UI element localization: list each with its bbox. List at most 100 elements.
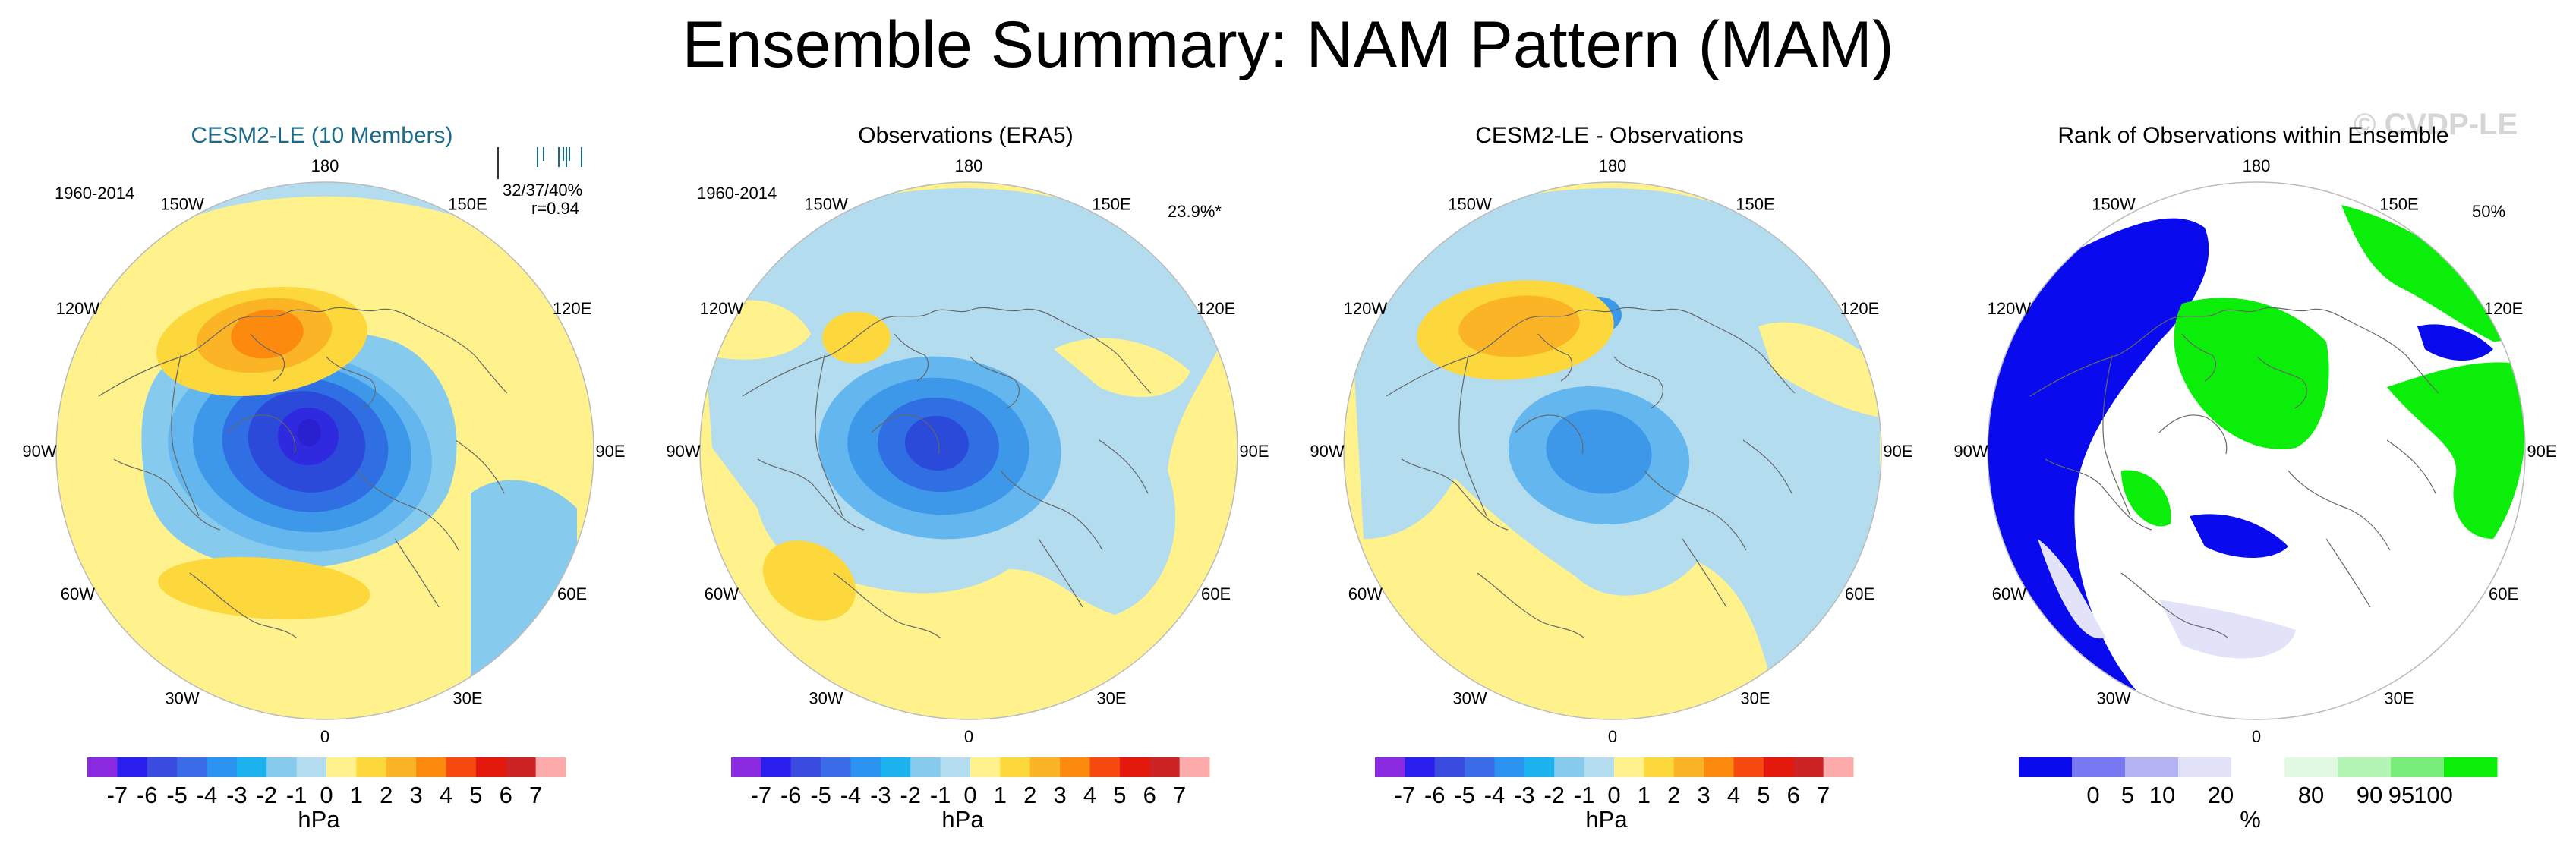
colorbar-swatch: [910, 757, 941, 777]
lon-label-150w: 150W: [160, 194, 204, 213]
lon-label-60w: 60W: [1992, 584, 2026, 603]
colorbar-unit-label: %: [2240, 806, 2261, 833]
colorbar-swatch: [1554, 757, 1585, 777]
lon-label-30w: 30W: [1452, 689, 1487, 708]
colorbar-tick-label: 10: [2149, 782, 2175, 808]
colorbar-tick-label: 0: [1607, 782, 1620, 808]
colorbar-tick-label: -6: [137, 782, 158, 808]
lon-label-120e: 120E: [1197, 299, 1235, 318]
colorbar-swatch: [446, 757, 477, 777]
panel-observations: Observations (ERA5) 180 150E 120E 90E 60E 30E…: [644, 114, 1288, 847]
colorbar-tick-label: 7: [1817, 782, 1830, 808]
lon-label-30e: 30E: [2384, 689, 2414, 708]
colorbar-swatch: [416, 757, 446, 777]
colorbar-tick-label: 5: [1757, 782, 1770, 808]
colorbar-tick-label: 90: [2357, 782, 2382, 808]
colorbar-swatch: [1733, 757, 1764, 777]
contour-minus7: [297, 419, 321, 446]
colorbar-tick-label: -1: [286, 782, 307, 808]
colorbar-tick-label: -1: [930, 782, 951, 808]
colorbar-unit-label: hPa: [941, 806, 984, 833]
colorbar-tick-label: 0: [320, 782, 333, 808]
colorbar-tick-label: -4: [1484, 782, 1506, 808]
rank-blue-east: [2417, 324, 2493, 361]
colorbar-swatch: [850, 757, 881, 777]
colorbar-tick-label: 4: [440, 782, 452, 808]
colorbar-tick-label: 3: [1698, 782, 1711, 808]
polar-map: 180 150E 120E 90E 60E 30E 0 30W 60W 90W 120W 150W -7…: [1310, 156, 1912, 833]
lon-label-150e: 150E: [2379, 194, 2418, 213]
colorbar-tick-label: -5: [810, 782, 831, 808]
lon-label-120e: 120E: [553, 299, 591, 318]
lon-label-60e: 60E: [1201, 584, 1231, 603]
lon-label-60w: 60W: [61, 584, 95, 603]
colorbar-swatch: [1524, 757, 1555, 777]
colorbar-swatch: [2072, 757, 2126, 777]
colorbar-swatch: [2231, 757, 2285, 777]
lon-label-150w: 150W: [804, 194, 848, 213]
colorbar-tick-label: 4: [1727, 782, 1740, 808]
colorbar-swatch: [506, 757, 537, 777]
colorbar-tick-label: 7: [1173, 782, 1186, 808]
lon-label-0: 0: [320, 727, 329, 746]
lon-label-60e: 60E: [557, 584, 587, 603]
colorbar-tick-label: -3: [870, 782, 891, 808]
colorbar-swatch: [1089, 757, 1121, 777]
lon-label-30w: 30W: [809, 689, 843, 708]
colorbar-tick-label: -4: [840, 782, 862, 808]
map-border: [1343, 181, 1882, 720]
colorbar-swatch: [1614, 757, 1644, 777]
colorbar-swatch: [1494, 757, 1525, 777]
colorbar-swatch: [1584, 757, 1615, 777]
lon-label-60e: 60E: [1845, 584, 1874, 603]
colorbar-tick-label: 2: [1023, 782, 1036, 808]
coastlines: [742, 307, 1152, 638]
lon-label-30e: 30E: [452, 689, 482, 708]
colorbar-swatch: [1644, 757, 1675, 777]
colorbar-tick-label: 5: [2121, 782, 2134, 808]
colorbar-swatch: [1149, 757, 1181, 777]
colorbar-swatch: [1119, 757, 1150, 777]
colorbar-swatch: [266, 757, 298, 777]
lon-label-0: 0: [964, 727, 973, 746]
colorbar-swatch: [2178, 757, 2232, 777]
colorbar-tick-label: 6: [1143, 782, 1156, 808]
polar-map: 180 150E 120E 90E 60E 30E 0 30W 60W 90W 120W 150W -7…: [666, 156, 1269, 833]
lon-label-90e: 90E: [595, 442, 625, 461]
lon-label-180: 180: [2243, 156, 2271, 175]
colorbar-tick-label: -2: [1543, 782, 1565, 808]
colorbar-tick-label: -5: [1454, 782, 1475, 808]
map-border: [55, 181, 594, 720]
lon-label-90w: 90W: [1310, 442, 1344, 461]
panel-difference: CESM2-LE - Observations 180 150E 120E 90E 60…: [1288, 114, 1931, 847]
page-title: Ensemble Summary: NAM Pattern (MAM): [682, 8, 1894, 81]
lon-label-120e: 120E: [1840, 299, 1879, 318]
colorbar-tick-label: 0: [2086, 782, 2099, 808]
colorbar-swatch: [1179, 757, 1210, 777]
lon-label-90e: 90E: [1883, 442, 1912, 461]
panel-title: Observations (ERA5): [858, 123, 1074, 148]
lon-label-150e: 150E: [1736, 194, 1774, 213]
colorbar-swatch: [880, 757, 911, 777]
lon-label-90e: 90E: [1239, 442, 1269, 461]
rank-lavender-south: [2159, 600, 2296, 659]
colorbar-swatch: [535, 757, 566, 777]
map-field: [1344, 182, 1881, 719]
colorbar-tick-label: -5: [166, 782, 188, 808]
lon-label-0: 0: [2252, 727, 2261, 746]
lon-label-180: 180: [311, 156, 339, 175]
rank-green-sw: [2121, 470, 2171, 527]
colorbar-swatch: [821, 757, 851, 777]
coastlines: [2029, 307, 2439, 638]
colorbar-tick-label: -7: [1395, 782, 1416, 808]
colorbar-tick-label: -6: [780, 782, 802, 808]
colorbar-tick-label: -4: [197, 782, 218, 808]
rank-blue-south: [2190, 514, 2288, 558]
contour-minus3: [1546, 409, 1652, 494]
colorbar-swatch: [1060, 757, 1090, 777]
colorbar-swatch: [1793, 757, 1824, 777]
colorbar-tick-label: 1: [994, 782, 1007, 808]
colorbar-swatch: [1405, 757, 1436, 777]
yellow-east: [1758, 322, 1880, 417]
